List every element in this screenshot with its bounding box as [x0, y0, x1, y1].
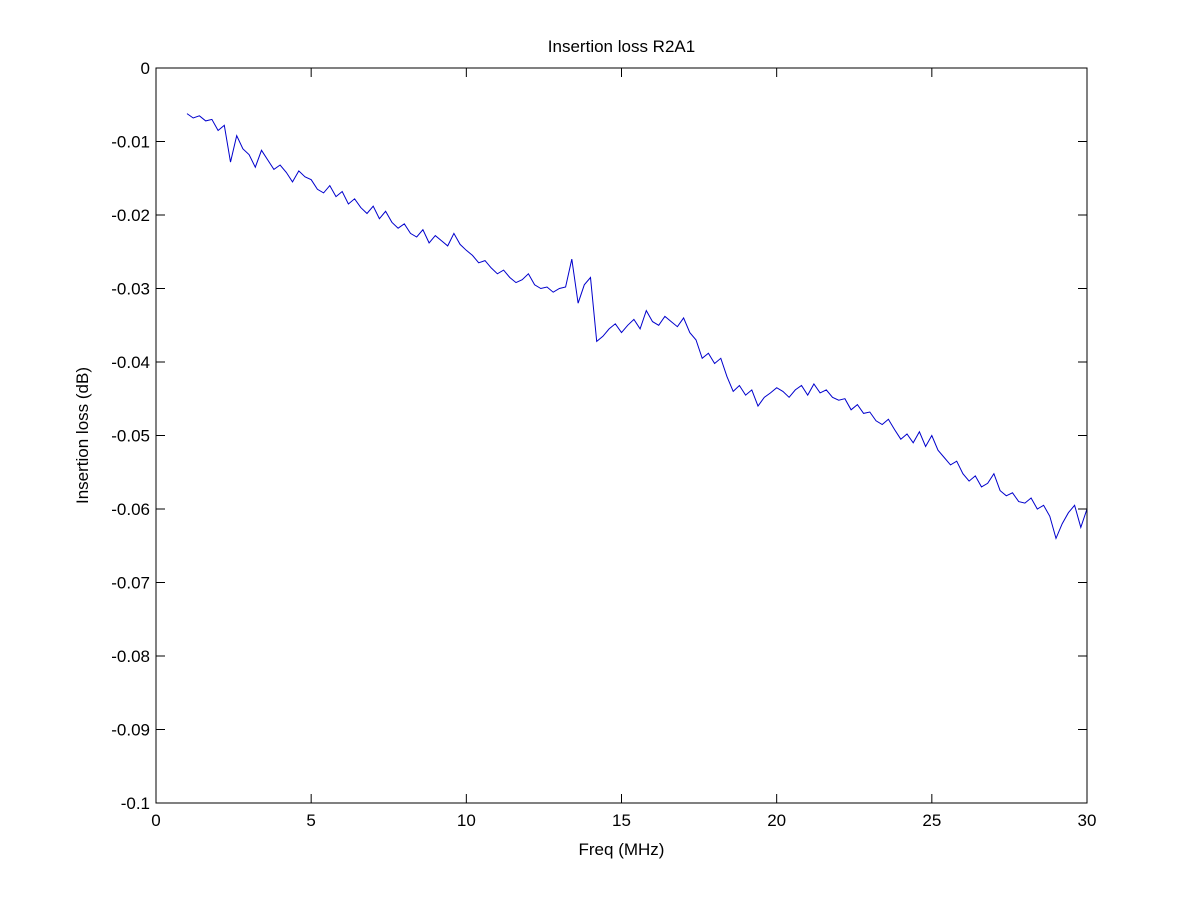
x-axis-ticks: 0 5 10 15 20 25 30 [151, 68, 1096, 830]
x-tick-label: 10 [457, 811, 476, 830]
series-line [186, 113, 1088, 540]
series-layer [186, 113, 1088, 540]
y-tick-label: 0 [141, 59, 150, 78]
x-axis-label: Freq (MHz) [579, 840, 665, 859]
chart-title: Insertion loss R2A1 [548, 37, 695, 56]
y-tick-label: -0.05 [111, 427, 150, 446]
y-axis-ticks: 0 -0.01 -0.02 -0.03 -0.04 -0.05 -0.06 -0.07 -0.0… [111, 59, 1087, 813]
x-tick-label: 0 [151, 811, 160, 830]
y-tick-label: -0.1 [121, 794, 150, 813]
x-tick-label: 20 [767, 811, 786, 830]
plot-area [156, 68, 1087, 803]
x-tick-label: 30 [1078, 811, 1097, 830]
x-tick-label: 15 [612, 811, 631, 830]
y-tick-label: -0.06 [111, 500, 150, 519]
x-tick-label: 25 [922, 811, 941, 830]
y-tick-label: -0.04 [111, 353, 150, 372]
y-tick-label: -0.01 [111, 133, 150, 152]
y-tick-label: -0.02 [111, 206, 150, 225]
x-tick-label: 5 [306, 811, 315, 830]
y-tick-label: -0.09 [111, 721, 150, 740]
y-tick-label: -0.08 [111, 647, 150, 666]
y-tick-label: -0.07 [111, 574, 150, 593]
y-tick-label: -0.03 [111, 280, 150, 299]
y-axis-label: Insertion loss (dB) [73, 367, 92, 504]
